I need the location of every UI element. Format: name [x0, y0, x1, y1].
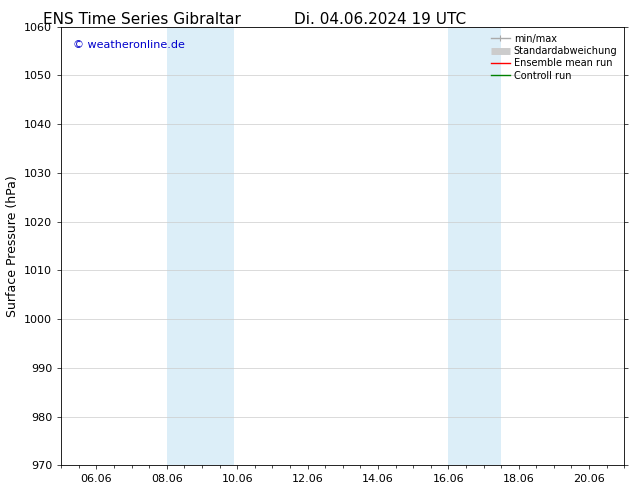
Bar — [448, 27, 501, 465]
Y-axis label: Surface Pressure (hPa): Surface Pressure (hPa) — [6, 175, 18, 317]
Text: Di. 04.06.2024 19 UTC: Di. 04.06.2024 19 UTC — [294, 12, 467, 27]
Bar — [167, 27, 234, 465]
Text: ENS Time Series Gibraltar: ENS Time Series Gibraltar — [43, 12, 241, 27]
Text: © weatheronline.de: © weatheronline.de — [72, 40, 184, 50]
Legend: min/max, Standardabweichung, Ensemble mean run, Controll run: min/max, Standardabweichung, Ensemble me… — [489, 31, 619, 83]
